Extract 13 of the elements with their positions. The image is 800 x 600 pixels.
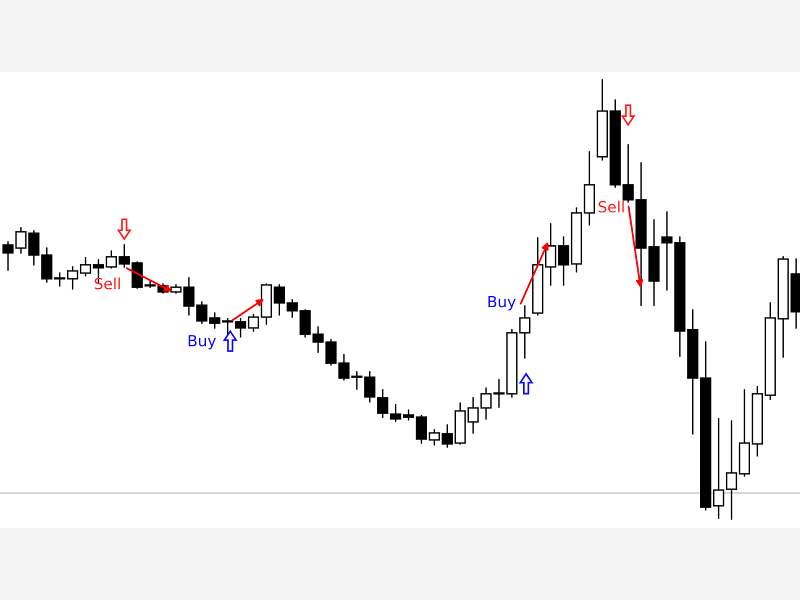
annotation: Buy [188, 335, 216, 350]
candlestick [2, 241, 14, 271]
candlestick [248, 314, 260, 332]
annotation: Sell [94, 278, 120, 290]
annotation: Buy [488, 296, 516, 310]
candlestick [325, 339, 337, 366]
candlestick [416, 415, 428, 444]
candlestick [480, 387, 492, 420]
candlestick [80, 257, 92, 276]
candlestick [493, 379, 505, 408]
annotation: Sell [598, 200, 624, 213]
candlestick [726, 420, 738, 520]
candlestick [402, 409, 414, 420]
